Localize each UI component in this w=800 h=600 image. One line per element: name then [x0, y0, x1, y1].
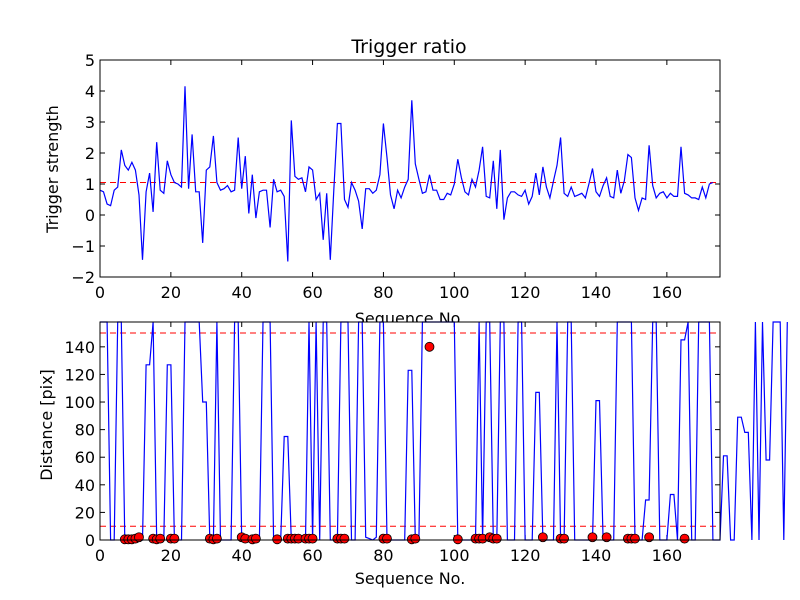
y-tick-label: 1 [85, 175, 95, 194]
y-tick-label: 4 [85, 82, 95, 101]
y-tick-label: −1 [71, 237, 95, 256]
threshold-lines [100, 332, 720, 527]
trigger-strength-series-line [99, 86, 714, 262]
trigger-ratio-panel: Trigger ratio 0 20 40 60 80 100 120 140 160−2−10… [43, 36, 721, 328]
marker-point [272, 534, 283, 545]
y-tick-label: 0 [85, 531, 95, 550]
x-tick-label: 120 [510, 283, 541, 302]
y-tick-label: 0 [85, 206, 95, 225]
marker-point [644, 532, 655, 543]
marker-point [382, 533, 392, 544]
y-tick-label: 60 [75, 448, 95, 467]
marker-point [212, 533, 222, 544]
x-tick-label: 20 [161, 283, 181, 302]
marker-point [491, 533, 502, 544]
y-tick-label: 120 [64, 365, 95, 384]
x-tick-label: 160 [652, 283, 683, 302]
marker-point [134, 532, 144, 543]
distance-panel: 0 20 40 60 80 100 120 140 160020406080100120140 … [37, 321, 788, 588]
x-axis-label: Sequence No. [355, 569, 466, 588]
x-tick-label: 80 [373, 546, 393, 565]
y-tick-label: −2 [71, 268, 95, 287]
x-tick-label: 120 [510, 546, 541, 565]
marker-point [169, 533, 180, 544]
marker-point [537, 532, 548, 543]
x-tick-label: 40 [232, 546, 252, 565]
y-tick-label: 20 [75, 503, 95, 522]
marker-point [630, 533, 640, 544]
plot-frame-top [99, 59, 721, 278]
x-tick-label: 60 [302, 283, 322, 302]
x-tick-label: 0 [95, 546, 105, 565]
bottom-axis-ticks: 0 20 40 60 80 100 120 140 160 0 20 40 60 80 100 120 140 [64, 322, 720, 565]
marker-point [679, 533, 690, 544]
y-tick-label: 3 [85, 113, 95, 132]
y-tick-label: 100 [64, 393, 95, 412]
marker-point [601, 532, 612, 543]
plot-area-bottom [100, 322, 720, 540]
top-axis-ticks: 0 20 40 60 80 100 120 140 160 −2 −1 0 1 2 3 4 5 [71, 51, 720, 302]
x-tick-label: 40 [232, 283, 252, 302]
y-tick-label: 2 [85, 144, 95, 163]
plot-frame-bottom [99, 321, 721, 541]
y-axis-label: Trigger strength [43, 105, 62, 234]
y-tick-label: 140 [64, 338, 95, 357]
x-tick-label: 160 [652, 546, 683, 565]
x-tick-label: 60 [302, 546, 322, 565]
marker-point [559, 533, 570, 544]
marker-point [452, 534, 463, 545]
y-tick-label: 5 [85, 51, 95, 70]
x-tick-label: 100 [439, 283, 470, 302]
x-tick-label: 140 [581, 283, 612, 302]
chart-title: Trigger ratio [350, 36, 466, 58]
marker-point [587, 532, 598, 543]
x-tick-label: 80 [373, 283, 393, 302]
marker-point [307, 533, 318, 544]
x-tick-label: 140 [581, 546, 612, 565]
marker-points [119, 341, 690, 545]
marker-point [424, 341, 435, 352]
marker-point [250, 533, 261, 544]
x-tick-label: 20 [161, 546, 181, 565]
y-tick-label: 40 [75, 476, 95, 495]
x-tick-label: 0 [95, 283, 105, 302]
y-tick-label: 80 [75, 421, 95, 440]
marker-point [155, 533, 166, 544]
marker-point [410, 533, 421, 544]
x-tick-label: 100 [439, 546, 470, 565]
y-axis-label: Distance [pix] [37, 369, 56, 481]
plot-area-top [100, 60, 720, 277]
marker-point [339, 533, 350, 544]
